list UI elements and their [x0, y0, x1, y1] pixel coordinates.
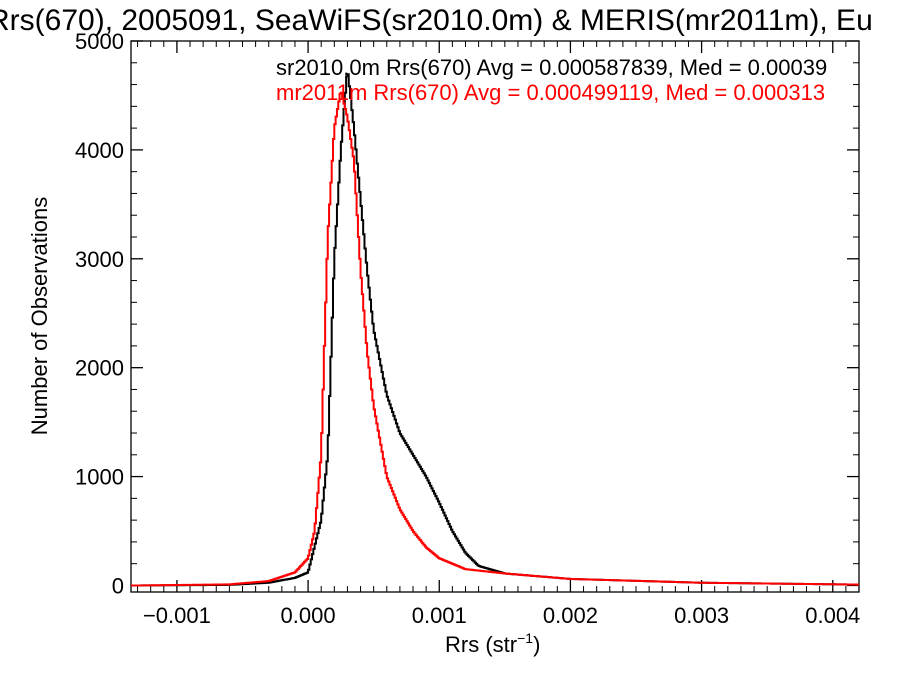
x-axis-label: Rrs (str−1) — [445, 630, 540, 657]
series-line-sr2010 — [131, 73, 859, 587]
x-tick-label: 0.003 — [674, 603, 729, 628]
y-tick-label: 3000 — [75, 247, 124, 272]
y-tick-labels: 0 1000 2000 3000 4000 5000 — [75, 29, 124, 598]
chart-title: Rrs(670), 2005091, SeaWiFS(sr2010.0m) & … — [0, 4, 873, 37]
y-tick-label: 4000 — [75, 138, 124, 163]
x-tick-label: −0.001 — [143, 603, 211, 628]
y-tick-label: 1000 — [75, 465, 124, 490]
annotation-black: sr2010.0m Rrs(670) Avg = 0.000587839, Me… — [276, 55, 827, 80]
x-tick-label: 0.001 — [412, 603, 467, 628]
axis-ticks — [131, 40, 860, 592]
annotation-red: mr2011m Rrs(670) Avg = 0.000499119, Med … — [276, 80, 825, 105]
x-axis-label-close: ) — [533, 632, 540, 657]
y-tick-label: 2000 — [75, 356, 124, 381]
y-tick-label: 0 — [112, 573, 124, 598]
x-axis-label-main: Rrs (str — [445, 632, 517, 657]
y-tick-label: 5000 — [75, 29, 124, 54]
x-axis-label-sup: −1 — [517, 630, 533, 646]
series-line-mr2011 — [131, 91, 859, 587]
x-tick-label: 0.004 — [805, 603, 860, 628]
x-tick-label: 0.002 — [543, 603, 598, 628]
series-layer — [131, 73, 859, 587]
y-axis-label: Number of Observations — [27, 197, 52, 435]
plot-frame — [130, 40, 860, 593]
x-tick-labels: −0.001 0.000 0.001 0.002 0.003 0.004 — [143, 603, 860, 628]
x-tick-label: 0.000 — [281, 603, 336, 628]
